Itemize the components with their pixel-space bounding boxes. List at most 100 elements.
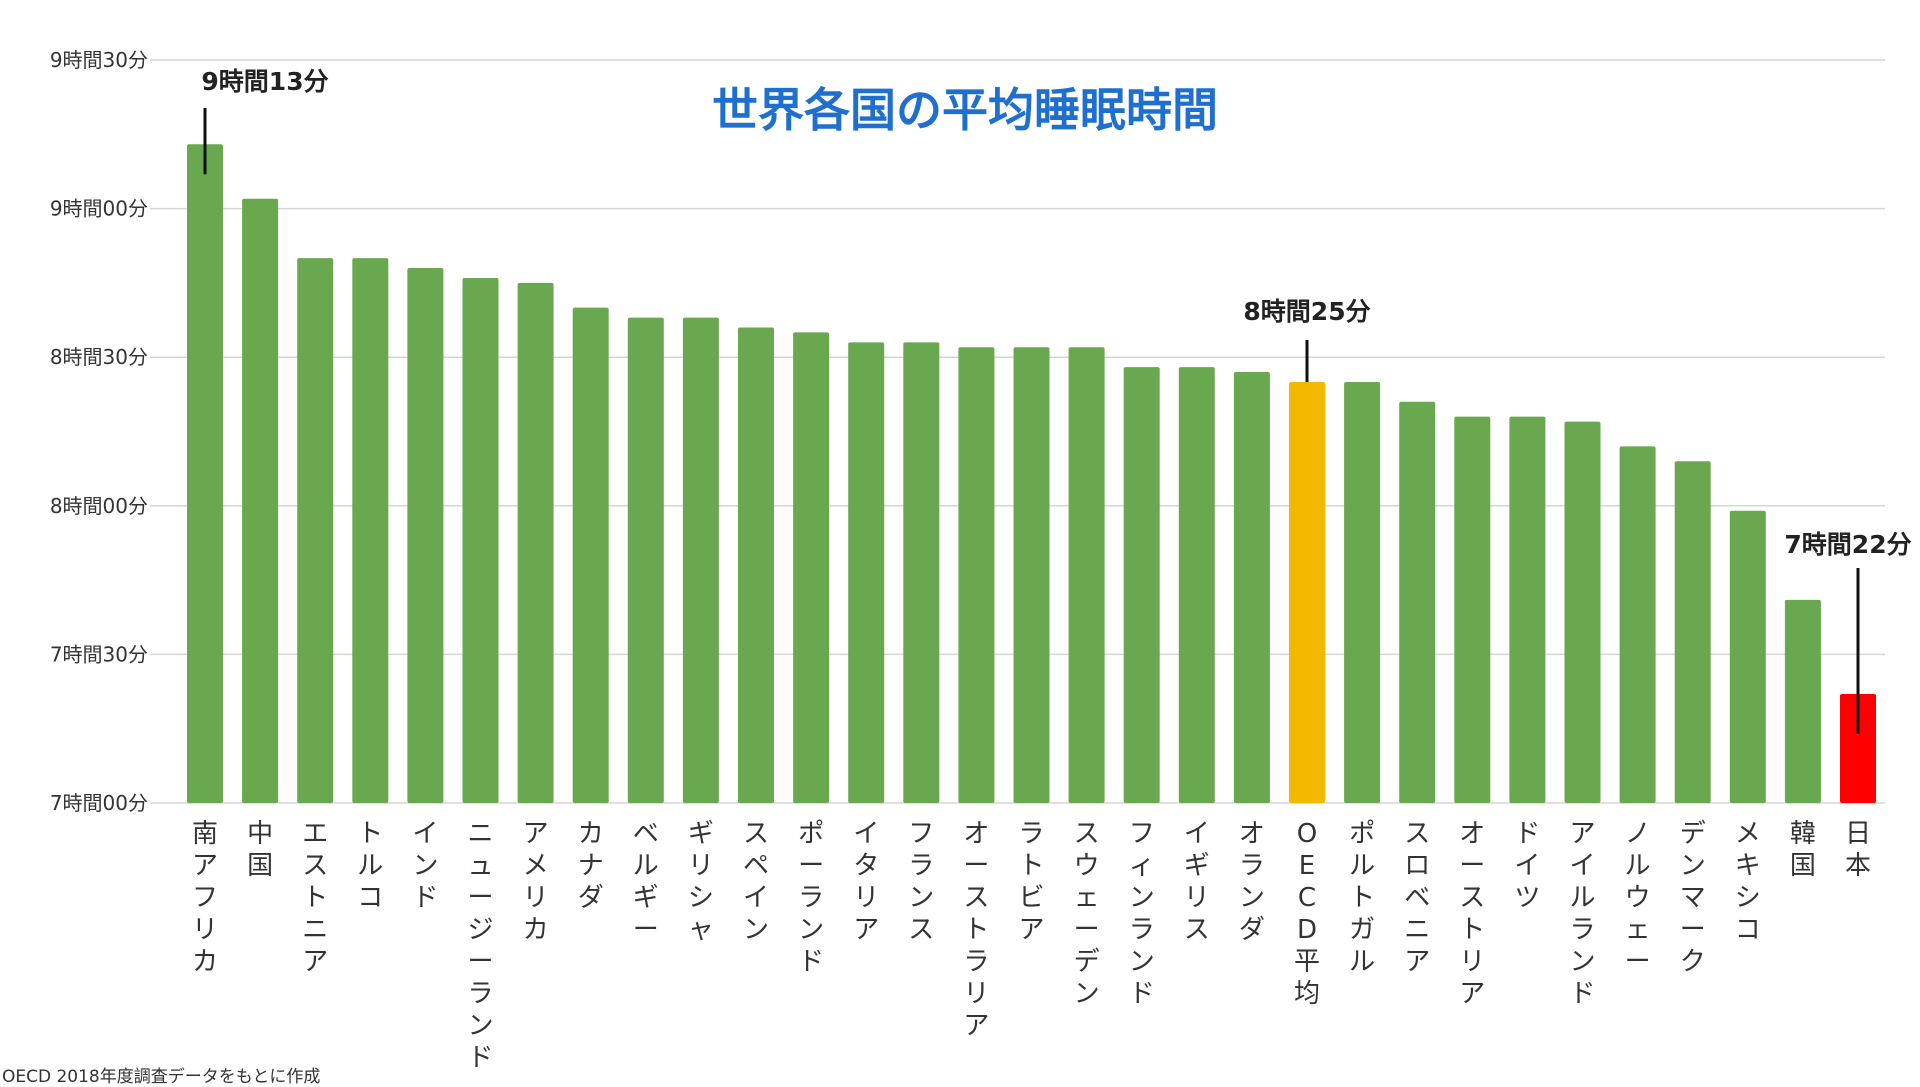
x-category-char: ア bbox=[523, 819, 549, 849]
x-category-char: ス bbox=[1074, 819, 1100, 849]
x-category-char: キ bbox=[1735, 851, 1761, 881]
x-category-char: ギ bbox=[1184, 851, 1210, 881]
y-axis-ticks: 7時間00分 7時間30分 8時間00分 8時間30分 9時間00分 9時間30分 bbox=[50, 48, 148, 815]
x-category-char: ン bbox=[743, 915, 769, 945]
bar bbox=[1784, 599, 1821, 803]
x-category-char: ン bbox=[908, 883, 934, 913]
x-category-char: ラ bbox=[1129, 915, 1155, 945]
x-category-char: ス bbox=[743, 819, 769, 849]
x-category-char: ラ bbox=[908, 851, 934, 881]
annotation-label: 8時間25分 bbox=[1243, 297, 1370, 326]
bar bbox=[517, 282, 554, 803]
x-category-char: リ bbox=[192, 915, 218, 945]
x-category-char: マ bbox=[1680, 883, 1706, 913]
x-category-char: ト bbox=[357, 819, 383, 849]
x-category-char: ニ bbox=[1404, 915, 1430, 945]
x-category-label: インド bbox=[412, 819, 438, 913]
x-category-char: オ bbox=[1459, 819, 1485, 849]
x-category-char: ラ bbox=[1239, 851, 1265, 881]
x-category-char: ル bbox=[1349, 947, 1375, 977]
x-category-char: ダ bbox=[1239, 915, 1265, 945]
x-category-char: ー bbox=[1074, 915, 1100, 945]
x-category-char: ル bbox=[1569, 883, 1595, 913]
y-tick-label: 9時間30分 bbox=[50, 48, 148, 72]
x-category-char: イ bbox=[853, 819, 879, 849]
x-category-char: ギ bbox=[633, 883, 659, 913]
x-category-char: ダ bbox=[578, 883, 604, 913]
x-category-char: ー bbox=[1625, 947, 1651, 977]
x-category-char: ド bbox=[412, 883, 438, 913]
x-category-char: ス bbox=[1184, 915, 1210, 945]
x-category-char: ペ bbox=[743, 851, 769, 881]
x-category-char: ア bbox=[1459, 979, 1485, 1009]
x-category-char: シ bbox=[688, 883, 714, 913]
bar bbox=[903, 342, 940, 803]
x-category-char: ニ bbox=[302, 915, 328, 945]
x-category-char: ツ bbox=[1514, 883, 1540, 913]
x-category-char: デ bbox=[1680, 819, 1706, 849]
bar bbox=[352, 258, 389, 804]
x-category-char: ロ bbox=[1404, 851, 1430, 881]
x-category-char: C bbox=[1298, 883, 1316, 913]
x-category-char: O bbox=[1297, 819, 1317, 849]
x-category-char: ン bbox=[1680, 851, 1706, 881]
bar bbox=[1564, 421, 1601, 803]
bar bbox=[1013, 347, 1050, 803]
x-category-char: 平 bbox=[1294, 947, 1320, 977]
x-category-char: ド bbox=[1514, 819, 1540, 849]
x-category-char: シ bbox=[1735, 883, 1761, 913]
x-category-char: ト bbox=[302, 883, 328, 913]
bar bbox=[1068, 347, 1105, 803]
x-category-label: 韓国 bbox=[1790, 819, 1816, 881]
x-category-char: ラ bbox=[1018, 819, 1044, 849]
y-tick-label: 9時間00分 bbox=[50, 197, 148, 221]
x-category-char: ポ bbox=[798, 819, 824, 849]
x-category-char: 日 bbox=[1845, 819, 1871, 849]
x-category-label: 日本 bbox=[1845, 819, 1871, 881]
x-category-char: E bbox=[1299, 851, 1315, 881]
x-category-char: イ bbox=[412, 819, 438, 849]
x-category-char: ウ bbox=[1625, 883, 1651, 913]
x-category-char: ウ bbox=[1074, 851, 1100, 881]
chart-title: 世界各国の平均睡眠時間 bbox=[712, 83, 1218, 137]
x-category-char: ル bbox=[1349, 851, 1375, 881]
x-category-char: ア bbox=[853, 915, 879, 945]
y-tick-label: 8時間00分 bbox=[50, 494, 148, 518]
x-category-char: ー bbox=[1680, 915, 1706, 945]
bar bbox=[1674, 461, 1711, 803]
x-category-char: ポ bbox=[1349, 819, 1375, 849]
x-category-char: リ bbox=[963, 979, 989, 1009]
x-category-char: ス bbox=[908, 915, 934, 945]
x-category-char: 中 bbox=[247, 819, 273, 849]
x-category-char: ュ bbox=[467, 851, 493, 881]
bar bbox=[958, 347, 995, 803]
x-category-char: ル bbox=[1625, 851, 1651, 881]
x-category-char: ス bbox=[1459, 883, 1485, 913]
x-category-char: ン bbox=[1074, 979, 1100, 1009]
x-category-char: ノ bbox=[1625, 819, 1651, 849]
x-category-char: ン bbox=[1129, 947, 1155, 977]
x-category-char: ビ bbox=[1018, 883, 1044, 913]
x-category-char: カ bbox=[192, 947, 218, 977]
x-category-char: 国 bbox=[247, 851, 273, 881]
x-category-char: ル bbox=[357, 851, 383, 881]
x-category-char: リ bbox=[1184, 883, 1210, 913]
x-category-char: ー bbox=[633, 915, 659, 945]
x-category-char: ラ bbox=[1569, 915, 1595, 945]
x-category-char: ェ bbox=[1625, 915, 1651, 945]
